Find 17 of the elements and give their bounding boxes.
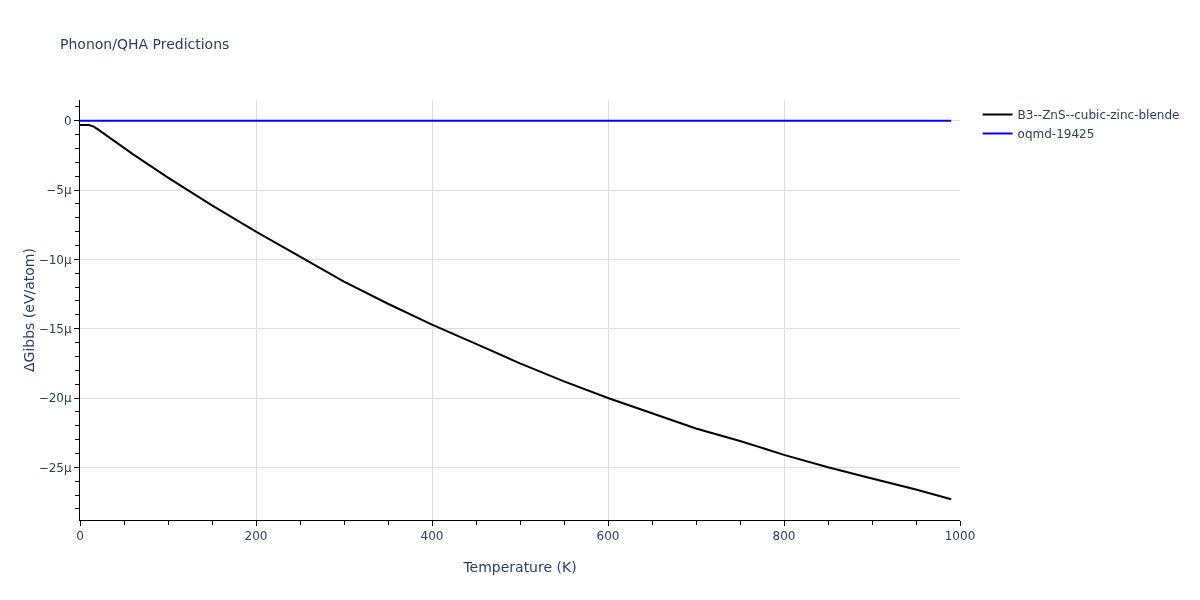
y-tick-label: −10µ [38,252,72,267]
chart-title: Phonon/QHA Predictions [60,35,230,52]
x-tick-label: 200 [244,529,268,544]
y-tick-label: 0 [63,113,72,128]
y-tick-label: −5µ [46,183,72,198]
y-tick-label: −20µ [38,391,72,406]
y-tick-label: −15µ [38,321,72,336]
x-tick-label: 400 [420,529,444,544]
y-tick-label: −25µ [38,460,72,475]
x-axis-title: Temperature (K) [462,559,577,575]
legend-label: B3--ZnS--cubic-zinc-blende [1017,108,1180,123]
x-tick-label: 800 [772,529,796,544]
x-tick-label: 1000 [944,529,976,544]
x-tick-label: 600 [596,529,620,544]
y-axis-title: ΔGibbs (eV/atom) [20,248,37,372]
legend-label: oqmd-19425 [1017,127,1095,142]
x-tick-label: 0 [76,529,84,544]
